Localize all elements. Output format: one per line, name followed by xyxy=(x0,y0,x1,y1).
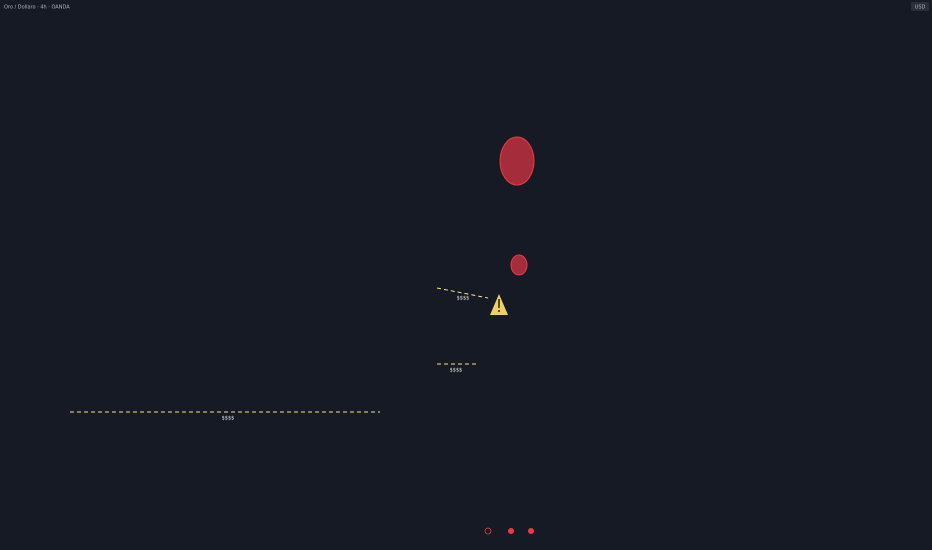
time-axis xyxy=(0,535,932,550)
event-icon[interactable] xyxy=(508,528,514,534)
highlight-circle xyxy=(510,254,528,276)
event-icon[interactable] xyxy=(484,527,492,535)
warning-icon xyxy=(498,310,500,312)
price-axis xyxy=(900,0,932,550)
liquidity-label: $$$$ xyxy=(222,416,235,422)
liquidity-label: $$$$ xyxy=(450,368,463,374)
event-icon[interactable] xyxy=(528,528,534,534)
warning-icon xyxy=(498,299,500,308)
currency[interactable]: USD xyxy=(915,5,926,11)
chart-title: Oro / Dollaro · 4h · OANDA xyxy=(4,5,70,11)
currency-badge[interactable] xyxy=(911,2,929,11)
liquidity-line xyxy=(436,287,489,299)
highlight-circle xyxy=(499,136,535,186)
liquidity-label: $$$$ xyxy=(457,296,470,302)
